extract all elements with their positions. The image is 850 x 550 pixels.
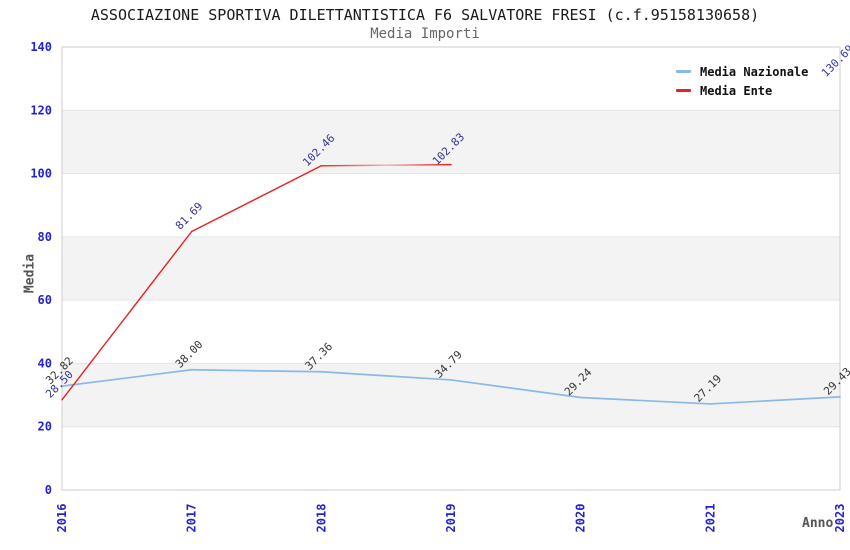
y-tick-label: 100 [30,167,52,181]
plot-band [62,363,840,427]
y-tick-label: 80 [38,230,52,244]
series-line-media-nazionale [61,368,193,387]
x-tick-label: 2020 [574,504,588,533]
series-line-media-ente [320,163,452,167]
legend-item-media-nazionale: Media Nazionale [676,62,808,81]
plot-band [62,47,840,111]
y-tick-label: 120 [30,103,52,117]
x-tick-label: 2021 [703,504,717,533]
x-tick-label: 2016 [55,504,69,533]
x-tick-label: 2023 [833,504,847,533]
legend-label-media-nazionale: Media Nazionale [700,64,809,79]
y-tick-label: 40 [38,356,52,370]
plot-border [61,46,841,491]
chart-subtitle: Media Importi [370,26,480,42]
legend-item-media-ente: Media Ente [676,81,808,100]
series-line-media-ente [190,165,323,233]
series-line-media-nazionale [190,368,323,373]
plot-band [62,173,840,237]
legend: Media Nazionale Media Ente [676,62,808,100]
x-tick-label: 2017 [185,504,199,533]
series-line-media-nazionale [579,396,712,405]
plot-band [62,426,840,490]
media-nazionale-line-swatch [676,70,691,73]
media-ente-line-swatch [676,89,691,92]
plot-band [62,110,840,174]
plot-band [62,300,840,364]
x-axis-title: Anno [802,516,834,531]
chart-title: ASSOCIAZIONE SPORTIVA DILETTANTISTICA F6… [90,6,760,24]
y-tick-label: 60 [38,293,52,307]
y-tick-label: 0 [45,483,52,497]
y-tick-label: 140 [30,40,52,54]
series-line-media-ente [61,230,193,401]
plot-band [62,236,840,301]
legend-label-media-ente: Media Ente [700,83,773,98]
y-tick-label: 20 [38,420,52,434]
series-line-media-nazionale [450,379,582,399]
series-line-media-nazionale [320,370,452,381]
series-line-media-nazionale [709,396,841,405]
x-tick-label: 2018 [314,504,328,533]
x-tick-label: 2019 [444,504,458,533]
